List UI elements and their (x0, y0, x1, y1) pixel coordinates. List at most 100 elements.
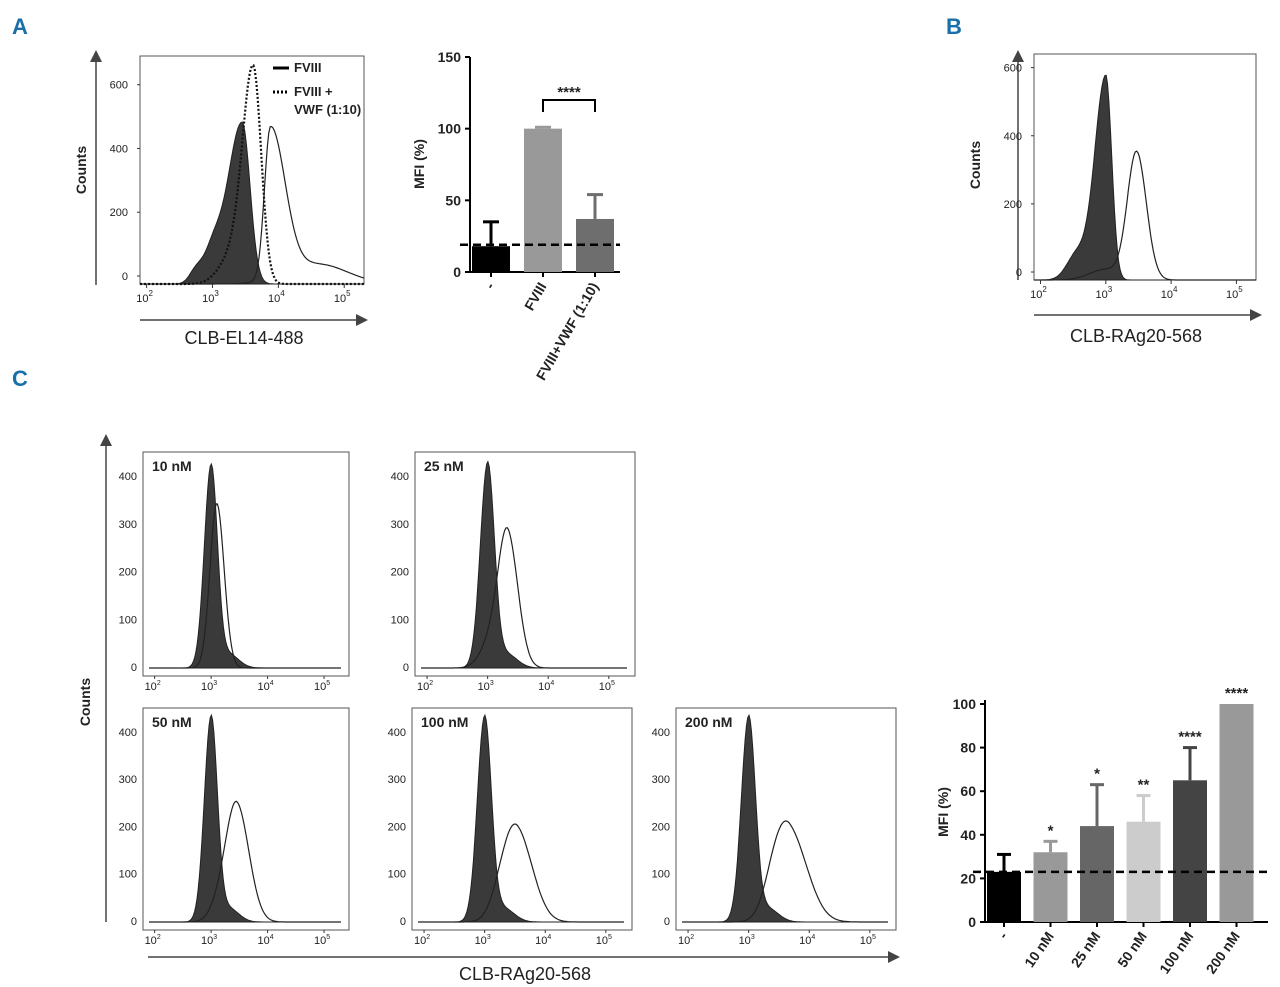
c-bar-xtick-label: 10 nM (1021, 929, 1057, 971)
c-hist-ytick-label: 100 (652, 869, 670, 881)
c-bar-significance-label: **** (1225, 685, 1249, 702)
c-hist-ytick-label: 300 (652, 774, 670, 786)
c-hist-xtick-base: 10 (258, 681, 270, 693)
c-hist-xtick-exp: 4 (270, 680, 274, 687)
c-hist-xtick-base: 10 (201, 935, 213, 947)
c-hist-ytick-label: 400 (391, 471, 409, 483)
a-legend-fviii-vwf: FVIII + (294, 84, 333, 99)
c-hist-panel-frame (142, 451, 350, 677)
c-hist-xtick-label: 103 (739, 934, 755, 947)
c-hist-xtick-exp: 3 (213, 934, 217, 941)
c-hist-ytick-label: 300 (119, 519, 137, 531)
c-hist-ytick-label: 0 (131, 662, 137, 674)
b-hist-frame (1033, 53, 1257, 281)
a-hist-xtick-exp: 4 (280, 289, 285, 298)
c-hist-xtick-label: 102 (678, 934, 694, 947)
c-hist-open-curve (421, 527, 627, 669)
c-hist-ytick-label: 200 (652, 821, 670, 833)
c-hist-xtick-exp: 5 (326, 680, 330, 687)
c-hist-filled-curve (421, 460, 627, 669)
c-hist-xtick-label: 104 (258, 680, 274, 693)
a-legend-vwf-ratio: VWF (1:10) (294, 102, 361, 117)
a-hist-ytick-label: 600 (110, 80, 128, 92)
c-bar-ylabel: MFI (%) (935, 787, 951, 837)
a-hist-ytick-label: 400 (110, 143, 128, 155)
c-hist-xtick-exp: 3 (213, 680, 217, 687)
c-hist-open-curve (149, 800, 341, 923)
b-hist-xtick-base: 10 (1030, 289, 1042, 301)
a-bar-significance-label: **** (557, 84, 581, 101)
c-bar-ytick-label: 80 (960, 740, 976, 756)
c-hist-panel-frame (411, 707, 633, 931)
c-hist-xtick-base: 10 (314, 681, 326, 693)
c-hist-xtick-label: 102 (417, 680, 433, 693)
c-hist-ytick-label: 300 (119, 774, 137, 786)
c-hist-xtick-label: 105 (314, 934, 330, 947)
c-hist-xtick-exp: 3 (487, 934, 491, 941)
c-bar-xtick-label: - (995, 928, 1011, 941)
b-hist-xtick-base: 10 (1226, 289, 1238, 301)
a-hist-xlabel: CLB-EL14-488 (184, 328, 303, 348)
c-hist-panel-label: 100 nM (421, 714, 468, 730)
a-legend-fviii: FVIII (294, 60, 321, 75)
c-hist-xtick-exp: 3 (751, 934, 755, 941)
c-hist-ytick-label: 300 (391, 519, 409, 531)
b-hist-xtick-label: 102 (1030, 285, 1047, 301)
a-hist-xtick-base: 10 (268, 293, 280, 305)
b-hist-ytick-label: 0 (1016, 267, 1022, 279)
b-hist-xtick-label: 105 (1226, 285, 1243, 301)
c-hist-filled-curve (149, 462, 341, 669)
a-hist-fviii-vwf-dotted (140, 64, 364, 286)
c-hist-ytick-label: 0 (400, 916, 406, 928)
a-hist-xtick-exp: 3 (214, 289, 219, 298)
c-hist-open-curve (418, 823, 624, 923)
a-bar-rect (524, 128, 562, 272)
c-hist-ytick-label: 100 (391, 614, 409, 626)
c-hist-xtick-base: 10 (596, 935, 608, 947)
a-hist-xtick-label: 105 (334, 289, 351, 305)
c-bar-significance-label: ** (1138, 777, 1150, 794)
c-hist-xlabel: CLB-RAg20-568 (459, 964, 591, 984)
c-hist-xtick-base: 10 (599, 681, 611, 693)
c-hist-xtick-label: 103 (201, 934, 217, 947)
c-hist-ytick-label: 200 (119, 821, 137, 833)
c-hist-xtick-base: 10 (535, 935, 547, 947)
c-hist-xtick-base: 10 (860, 935, 872, 947)
c-hist-xtick-exp: 2 (690, 934, 694, 941)
c-hist-ytick-label: 200 (119, 567, 137, 579)
c-bar-xtick-label: 25 nM (1068, 929, 1104, 971)
c-bar-rect (1173, 780, 1207, 922)
c-hist-xtick-label: 104 (799, 934, 815, 947)
c-hist-xtick-exp: 5 (326, 934, 330, 941)
c-hist-xtick-base: 10 (475, 935, 487, 947)
c-bar-rect (1080, 826, 1114, 922)
c-hist-filled-curve (418, 713, 624, 923)
c-hist-xtick-base: 10 (145, 681, 157, 693)
a-hist-control-filled (140, 121, 364, 285)
c-bar-ytick-label: 60 (960, 783, 976, 799)
c-hist-ytick-label: 400 (652, 727, 670, 739)
c-hist-ytick-label: 0 (664, 916, 670, 928)
c-hist-xtick-label: 105 (596, 934, 612, 947)
c-hist-ytick-label: 300 (388, 774, 406, 786)
c-hist-ytick-label: 400 (119, 471, 137, 483)
c-hist-xtick-base: 10 (799, 935, 811, 947)
b-hist-ytick-label: 200 (1004, 199, 1022, 211)
c-bar-xtick-label: 100 nM (1156, 929, 1196, 977)
c-hist-panel-frame (675, 707, 897, 931)
c-hist-panel-label: 50 nM (152, 714, 192, 730)
c-hist-xtick-base: 10 (258, 935, 270, 947)
a-hist-xtick-base: 10 (202, 293, 214, 305)
c-hist-xtick-exp: 5 (608, 934, 612, 941)
c-hist-ylabel: Counts (77, 678, 93, 726)
c-hist-xtick-base: 10 (417, 681, 429, 693)
c-bar-xtick-label: 50 nM (1114, 929, 1150, 971)
a-hist-xtick-label: 102 (136, 289, 153, 305)
c-hist-xtick-label: 102 (145, 934, 161, 947)
c-hist-open-curve (682, 820, 888, 923)
c-hist-xtick-exp: 2 (426, 934, 430, 941)
c-hist-xtick-base: 10 (145, 935, 157, 947)
